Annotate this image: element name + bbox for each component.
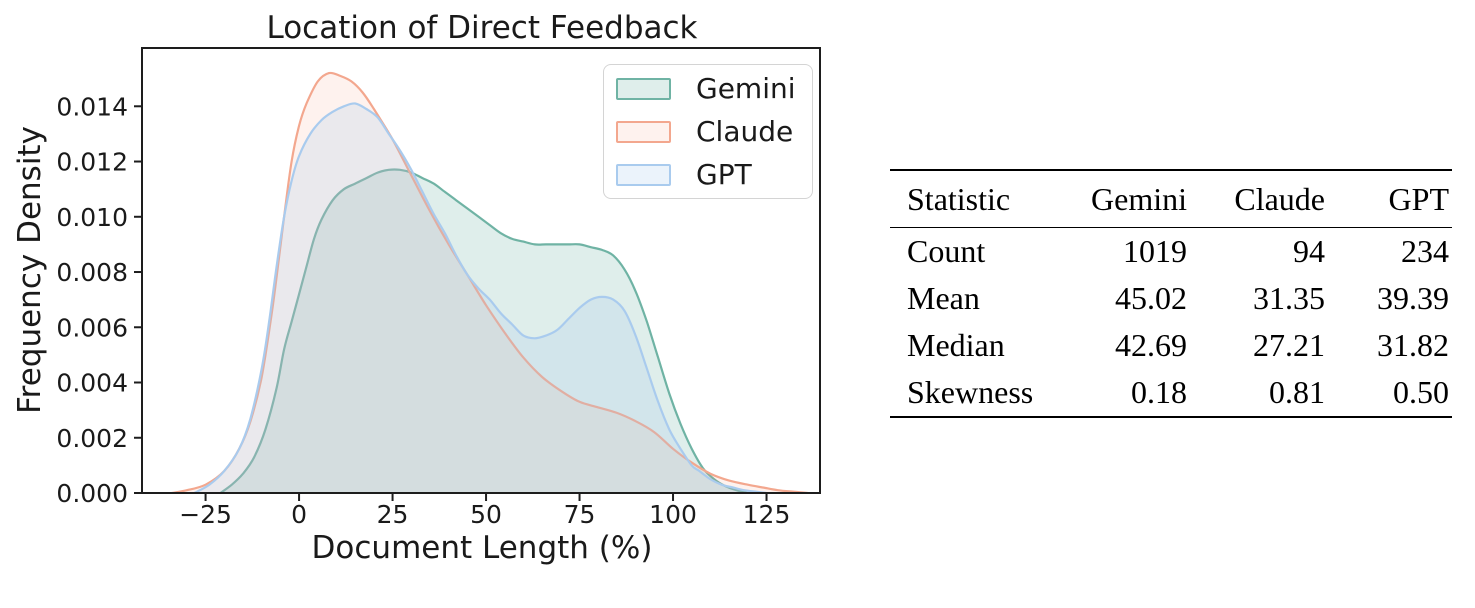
stats-col-header: Claude	[1234, 180, 1325, 217]
y-tick-label: 0.002	[56, 424, 128, 453]
stats-row-label: Median	[907, 327, 1005, 363]
stats-row: Skewness 0.18 0.81 0.50	[890, 369, 1452, 417]
y-tick-label: 0.010	[56, 203, 128, 232]
legend-item-gemini: Gemini	[616, 67, 812, 110]
density-curves	[171, 71, 808, 493]
stats-row-label: Skewness	[907, 374, 1034, 410]
legend-swatch-gemini-icon	[616, 77, 671, 100]
x-tick-label: 0	[291, 500, 307, 529]
y-tick-label: 0.006	[56, 313, 128, 342]
stats-col-header: Gemini	[1091, 180, 1187, 217]
x-tick-label: 75	[564, 500, 596, 529]
y-tick-label: 0.012	[56, 148, 128, 177]
kde-density-chart: −25 0 25 50 75 100 125 0.000 0.002 0.004 0.006 0.00…	[12, 10, 821, 566]
stats-header-row: Statistic Gemini Claude GPT	[890, 170, 1452, 228]
legend: Gemini Claude GPT	[603, 64, 813, 199]
gpt-density-line	[193, 102, 767, 493]
stats-value: 42.69	[1115, 327, 1187, 363]
stats-value: 0.81	[1269, 374, 1325, 410]
stats-table-body: Count 1019 94 234 Mean 45.02 31.35 39.39 Median 4…	[890, 228, 1452, 417]
stats-row-label: Mean	[907, 280, 980, 316]
y-tick-label: 0.004	[56, 369, 128, 398]
plot-border	[141, 47, 821, 494]
stats-table-head: Statistic Gemini Claude GPT	[890, 170, 1452, 228]
stats-row: Mean 45.02 31.35 39.39	[890, 275, 1452, 322]
stats-row: Count 1019 94 234	[890, 228, 1452, 276]
legend-item-gpt: GPT	[616, 153, 812, 196]
claude-density-fill	[171, 72, 808, 493]
stats-value: 94	[1293, 233, 1325, 269]
legend-label: Gemini	[696, 71, 796, 105]
stats-value: 234	[1401, 233, 1449, 269]
y-axis-label: Frequency Density	[12, 126, 48, 414]
x-tick-label: −25	[179, 500, 232, 529]
gpt-density-fill	[194, 103, 767, 493]
stats-value: 27.21	[1253, 327, 1325, 363]
y-tick-label: 0.008	[56, 258, 128, 287]
gemini-density-line	[219, 168, 749, 493]
statistics-table-container: Statistic Gemini Claude GPT Count 1019 94 234 M…	[890, 169, 1452, 418]
axes-ticks: −25 0 25 50 75 100 125 0.000 0.002 0.004 0.006 0.00…	[56, 92, 790, 529]
legend-label: GPT	[696, 157, 752, 191]
legend-swatch-gpt-icon	[616, 163, 671, 186]
legend-swatch-claude-icon	[616, 120, 671, 143]
x-tick-label: 25	[377, 500, 409, 529]
x-tick-label: 50	[470, 500, 502, 529]
stats-value: 0.50	[1393, 374, 1449, 410]
stats-value: 31.35	[1253, 280, 1325, 316]
legend-label: Claude	[696, 114, 794, 148]
stats-col-header: GPT	[1388, 180, 1449, 217]
x-axis-label: Document Length (%)	[312, 530, 653, 566]
stats-col-header: Statistic	[907, 180, 1011, 217]
stats-value: 0.18	[1131, 374, 1187, 410]
y-tick-label: 0.014	[56, 92, 128, 121]
stats-value: 1019	[1123, 233, 1187, 269]
legend-item-claude: Claude	[616, 110, 812, 153]
stats-value: 39.39	[1377, 280, 1449, 316]
y-tick-label: 0.000	[56, 479, 128, 508]
x-tick-label: 100	[649, 500, 697, 529]
stats-row-label: Count	[907, 233, 986, 269]
claude-density-line	[171, 71, 808, 493]
stats-table: Statistic Gemini Claude GPT Count 1019 94 234 M…	[890, 169, 1452, 418]
stats-row: Median 42.69 27.21 31.82	[890, 322, 1452, 369]
x-tick-label: 125	[743, 500, 791, 529]
chart-title: Location of Direct Feedback	[266, 10, 697, 46]
stats-value: 45.02	[1115, 280, 1187, 316]
stats-value: 31.82	[1377, 327, 1449, 363]
